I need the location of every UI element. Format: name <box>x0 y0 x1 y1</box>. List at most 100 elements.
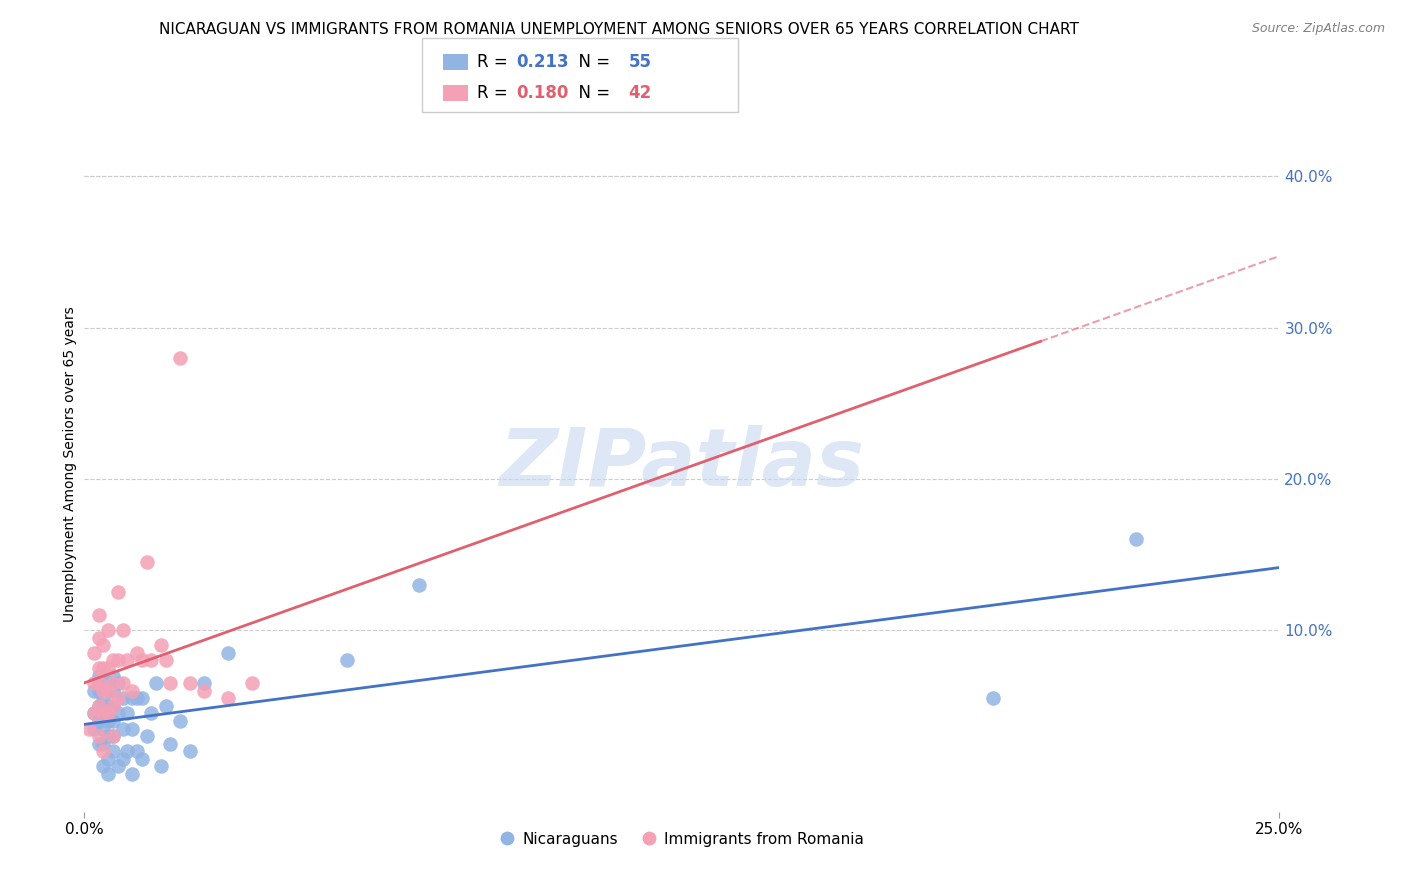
Point <box>107 676 129 690</box>
Point <box>101 744 124 758</box>
Point <box>125 646 148 660</box>
Point <box>87 631 110 645</box>
Point <box>107 691 129 706</box>
Point <box>107 706 129 721</box>
Point <box>217 646 239 660</box>
Point <box>83 676 105 690</box>
Point <box>149 759 172 773</box>
Y-axis label: Unemployment Among Seniors over 65 years: Unemployment Among Seniors over 65 years <box>63 306 77 622</box>
Point <box>107 653 129 667</box>
Text: N =: N = <box>568 84 616 102</box>
Point <box>125 691 148 706</box>
Point <box>87 737 110 751</box>
Point <box>83 706 105 721</box>
Point <box>107 585 129 599</box>
Point <box>101 676 124 690</box>
Point <box>97 661 120 675</box>
Point <box>97 676 120 690</box>
Point <box>111 624 134 638</box>
Point <box>101 653 124 667</box>
Point <box>179 676 201 690</box>
Point <box>87 676 110 690</box>
Point <box>121 767 143 781</box>
Point <box>97 698 120 713</box>
Point <box>159 676 181 690</box>
Point <box>101 729 124 743</box>
Point <box>83 706 105 721</box>
Point <box>83 683 105 698</box>
Legend: Nicaraguans, Immigrants from Romania: Nicaraguans, Immigrants from Romania <box>494 826 870 853</box>
Point <box>135 555 157 569</box>
Point <box>121 683 143 698</box>
Point <box>240 676 263 690</box>
Point <box>111 691 134 706</box>
Point <box>87 698 110 713</box>
Point <box>141 653 163 667</box>
Point <box>93 744 115 758</box>
Point <box>87 661 110 675</box>
Text: 0.180: 0.180 <box>516 84 568 102</box>
Point <box>131 691 153 706</box>
Text: R =: R = <box>477 54 513 71</box>
Point <box>101 698 124 713</box>
Point <box>93 722 115 736</box>
Text: NICARAGUAN VS IMMIGRANTS FROM ROMANIA UNEMPLOYMENT AMONG SENIORS OVER 65 YEARS C: NICARAGUAN VS IMMIGRANTS FROM ROMANIA UN… <box>159 22 1078 37</box>
Point <box>117 706 139 721</box>
Text: 55: 55 <box>628 54 651 71</box>
Point <box>193 683 215 698</box>
Point <box>97 767 120 781</box>
Point <box>121 722 143 736</box>
Point <box>111 676 134 690</box>
Point <box>93 706 115 721</box>
Point <box>93 661 115 675</box>
Text: 0.213: 0.213 <box>516 54 568 71</box>
Point <box>93 638 115 652</box>
Point <box>135 729 157 743</box>
Point <box>101 714 124 728</box>
Text: ZIPatlas: ZIPatlas <box>499 425 865 503</box>
Text: N =: N = <box>568 54 616 71</box>
Point <box>121 691 143 706</box>
Point <box>111 752 134 766</box>
Point <box>93 759 115 773</box>
Point <box>97 624 120 638</box>
Point <box>145 676 167 690</box>
Point <box>141 706 163 721</box>
Point <box>97 683 120 698</box>
Point <box>101 698 124 713</box>
Point <box>97 706 120 721</box>
Point <box>217 691 239 706</box>
Point <box>169 714 191 728</box>
Point <box>336 653 359 667</box>
Point <box>93 683 115 698</box>
Point <box>97 752 120 766</box>
Point <box>93 737 115 751</box>
Point <box>93 706 115 721</box>
Point <box>193 676 215 690</box>
Point <box>111 722 134 736</box>
Point <box>159 737 181 751</box>
Point <box>117 744 139 758</box>
Point <box>149 638 172 652</box>
Point <box>981 691 1004 706</box>
Text: R =: R = <box>477 84 513 102</box>
Text: 42: 42 <box>628 84 652 102</box>
Point <box>101 729 124 743</box>
Point <box>93 691 115 706</box>
Point <box>87 668 110 682</box>
Point <box>83 646 105 660</box>
Point <box>87 698 110 713</box>
Point <box>107 759 129 773</box>
Point <box>87 683 110 698</box>
Point <box>83 722 105 736</box>
Point <box>87 729 110 743</box>
Point <box>97 729 120 743</box>
Point <box>155 653 177 667</box>
Point <box>101 668 124 682</box>
Point <box>131 653 153 667</box>
Point <box>101 683 124 698</box>
Point <box>131 752 153 766</box>
Point <box>87 608 110 623</box>
Point <box>1125 533 1147 547</box>
Point <box>117 653 139 667</box>
